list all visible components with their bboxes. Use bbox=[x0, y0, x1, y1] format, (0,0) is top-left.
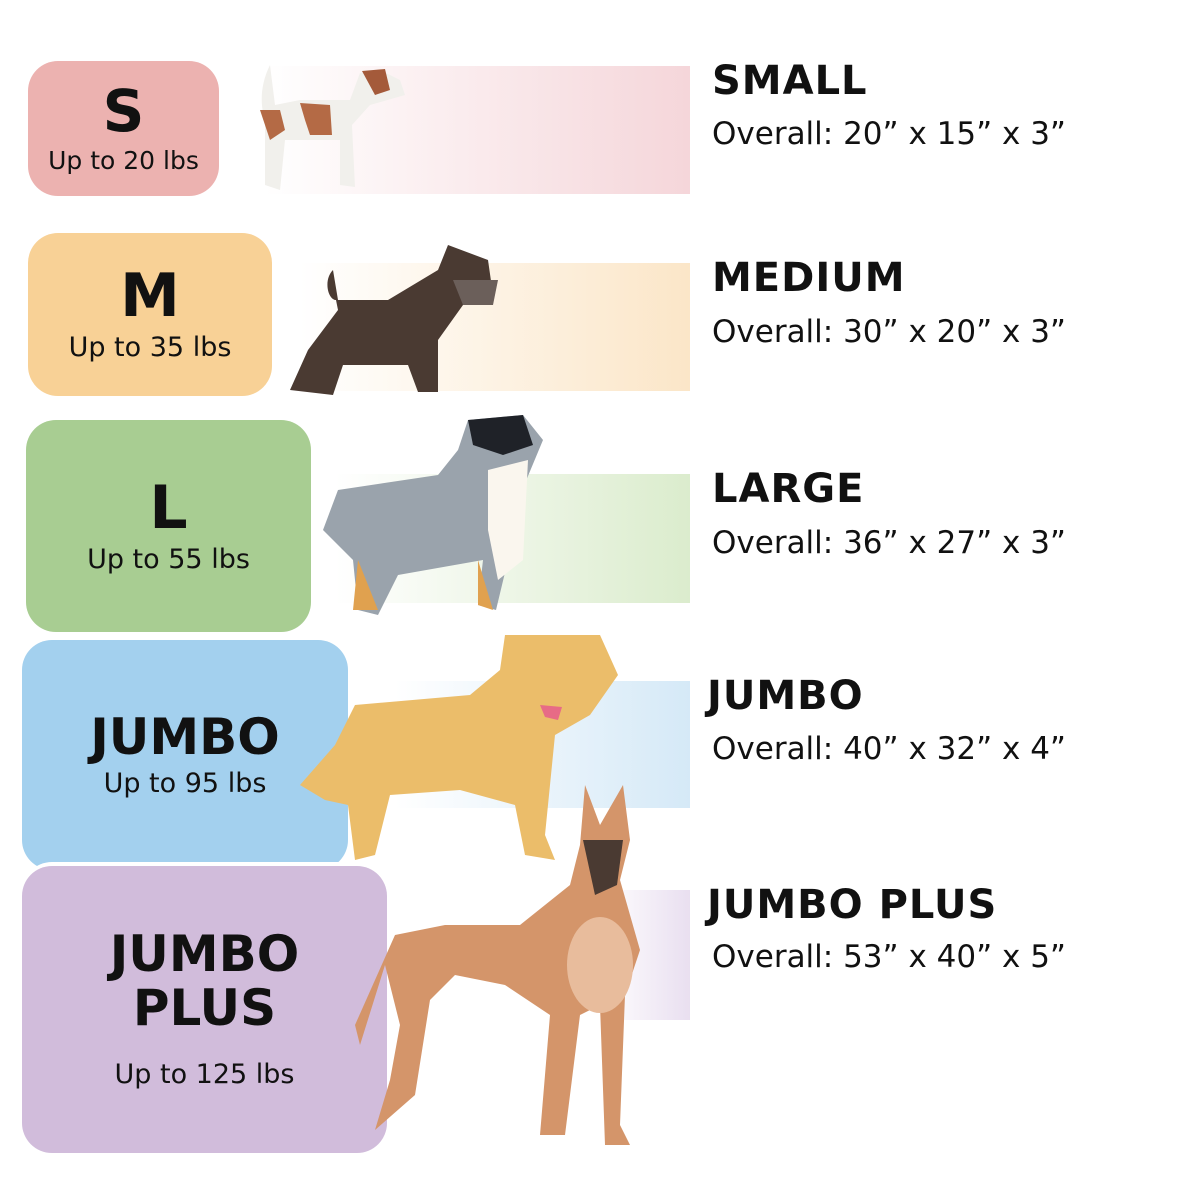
size-name-large: LARGE bbox=[712, 466, 865, 512]
dimensions-medium: Overall: 30” x 20” x 3” bbox=[712, 314, 1066, 350]
size-name-jumbo-plus: JUMBO PLUS bbox=[707, 882, 998, 928]
dimensions-large: Overall: 36” x 27” x 3” bbox=[712, 525, 1066, 561]
size-code: M bbox=[120, 261, 180, 331]
dimensions-jumbo: Overall: 40” x 32” x 4” bbox=[712, 731, 1066, 767]
size-box-large: L Up to 55 lbs bbox=[26, 420, 311, 632]
weight-limit: Up to 95 lbs bbox=[103, 767, 267, 799]
size-name-small: SMALL bbox=[712, 58, 868, 104]
size-code: S bbox=[102, 77, 145, 145]
small-dog-illustration bbox=[260, 65, 405, 190]
dimensions-small: Overall: 20” x 15” x 3” bbox=[712, 116, 1066, 152]
weight-limit: Up to 35 lbs bbox=[68, 332, 232, 363]
weight-limit: Up to 55 lbs bbox=[87, 543, 250, 575]
size-box-jumbo-plus: JUMBO PLUS Up to 125 lbs bbox=[22, 866, 387, 1153]
size-code: L bbox=[149, 472, 188, 543]
weight-limit: Up to 20 lbs bbox=[48, 146, 199, 175]
size-name-medium: MEDIUM bbox=[712, 255, 906, 301]
jumbo-plus-dog-illustration bbox=[355, 785, 640, 1145]
size-box-medium: M Up to 35 lbs bbox=[28, 233, 272, 396]
jumbo-dog-illustration bbox=[300, 635, 618, 860]
size-code-line2: PLUS bbox=[132, 979, 277, 1037]
size-name-jumbo: JUMBO bbox=[707, 673, 864, 719]
weight-limit: Up to 125 lbs bbox=[114, 1059, 295, 1090]
size-box-small: S Up to 20 lbs bbox=[28, 61, 219, 196]
medium-dog-illustration bbox=[290, 245, 498, 395]
size-code-line1: JUMBO bbox=[109, 925, 300, 983]
dimensions-jumbo-plus: Overall: 53” x 40” x 5” bbox=[712, 939, 1066, 975]
large-dog-illustration bbox=[323, 415, 543, 615]
size-code: JUMBO bbox=[90, 707, 280, 766]
size-box-jumbo: JUMBO Up to 95 lbs bbox=[22, 640, 348, 870]
